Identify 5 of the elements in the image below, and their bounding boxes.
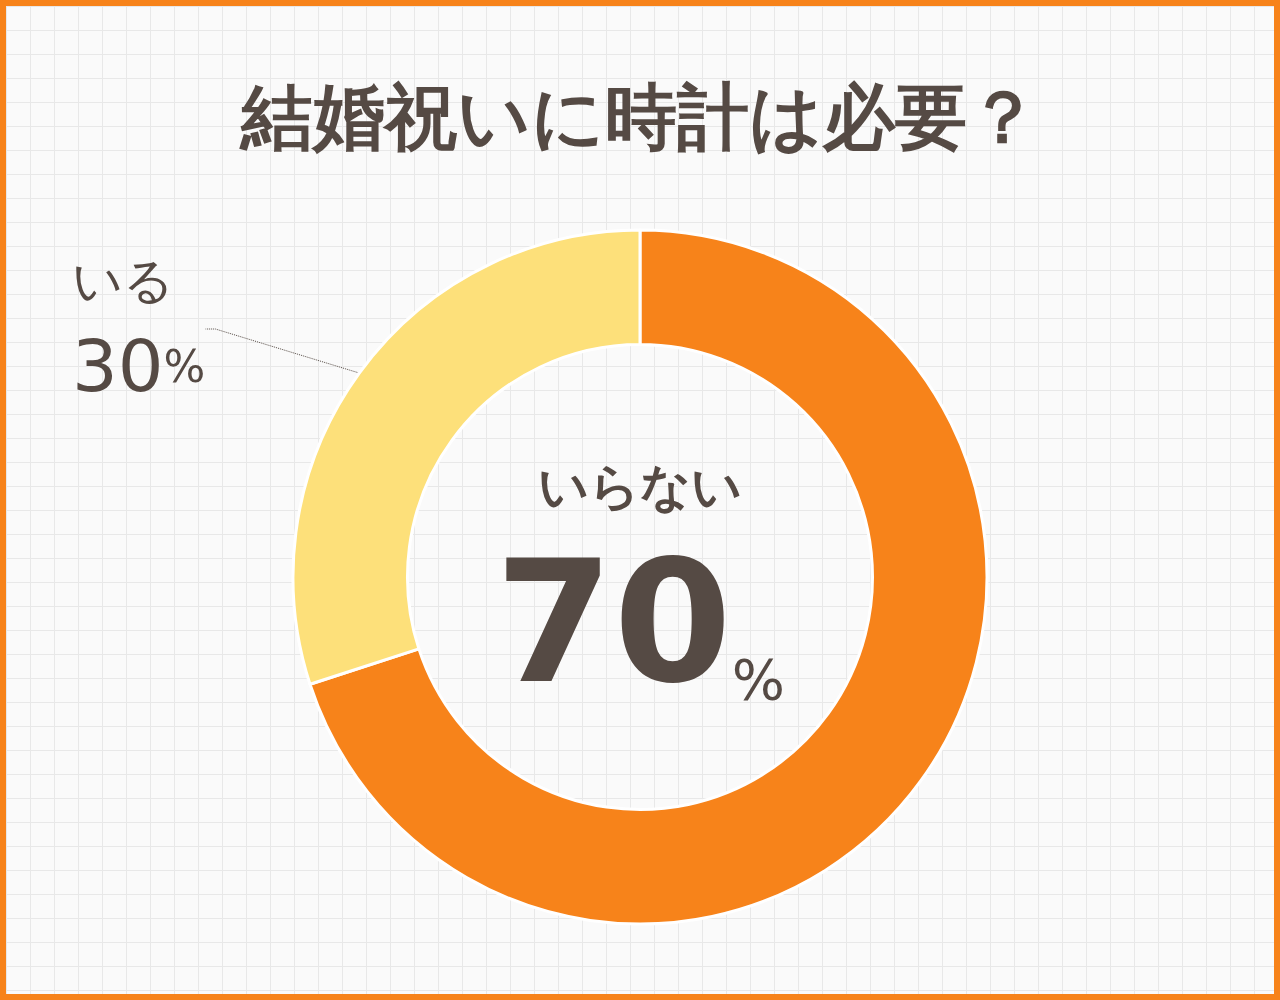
slice-label: いらない bbox=[538, 458, 742, 516]
data-label: 70% bbox=[495, 523, 785, 721]
data-label: 30% bbox=[72, 324, 206, 408]
chart-title: 結婚祝いに時計は必要？ bbox=[239, 75, 1039, 159]
slice-label: いる bbox=[72, 252, 174, 310]
